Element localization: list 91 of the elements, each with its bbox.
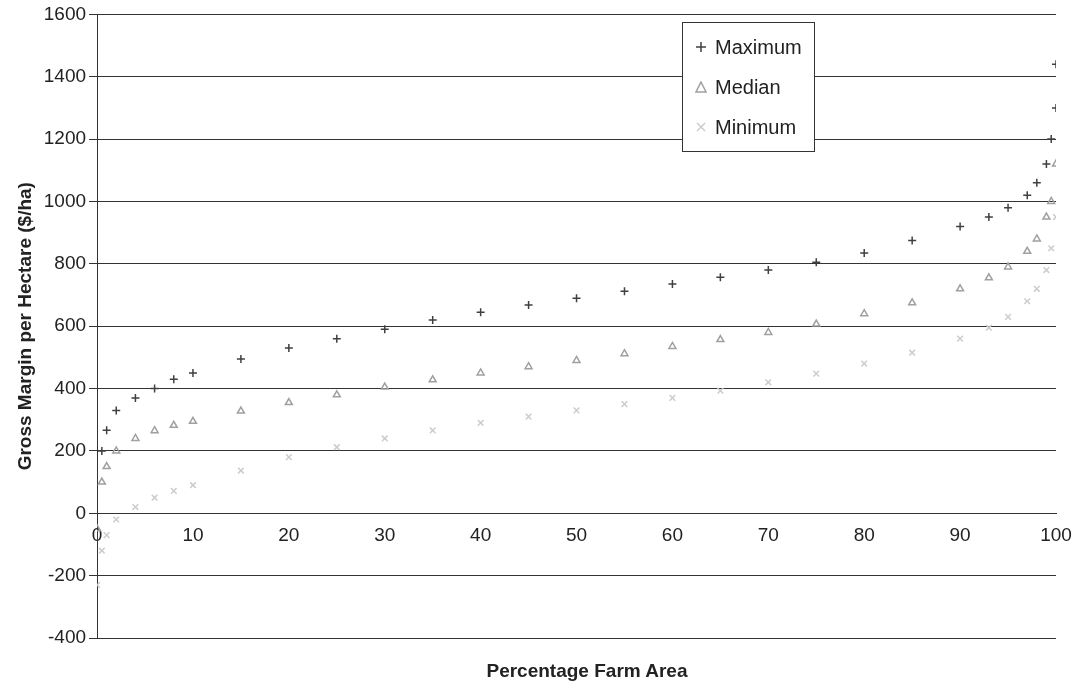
point	[237, 466, 245, 475]
x-tick-label: 20	[278, 523, 300, 545]
point	[620, 348, 629, 357]
point	[1042, 266, 1050, 274]
point	[984, 273, 994, 281]
x-tick-label: 50	[565, 523, 588, 545]
y-tick-label: 400	[54, 376, 87, 398]
y-tick-label: 200	[54, 439, 87, 461]
point	[764, 327, 773, 336]
point	[131, 503, 139, 511]
point	[475, 307, 486, 317]
x-tick-label: 40	[470, 523, 492, 545]
y-tick-label: -200	[48, 563, 87, 585]
point	[1041, 159, 1052, 169]
y-axis-title: Gross Margin per Hectare ($/ha)	[13, 182, 35, 471]
point	[380, 382, 389, 390]
point	[476, 368, 485, 376]
point	[524, 361, 533, 370]
point	[1003, 202, 1013, 213]
point	[1023, 297, 1031, 305]
point	[955, 221, 965, 232]
point	[1032, 234, 1042, 242]
point	[764, 378, 772, 386]
x-tick-label: 30	[374, 523, 396, 545]
point	[284, 343, 294, 353]
y-tick-label: -400	[48, 626, 87, 648]
y-tick-label: 0	[75, 501, 87, 523]
point	[860, 308, 869, 317]
point	[332, 390, 342, 398]
x-tick-label: 80	[853, 523, 875, 545]
point	[150, 425, 159, 434]
point	[427, 315, 438, 325]
point	[715, 272, 726, 282]
point	[1023, 246, 1032, 255]
x-tick-label: 60	[661, 523, 683, 545]
point	[333, 443, 341, 451]
point	[1032, 178, 1042, 188]
point	[763, 265, 774, 275]
point	[523, 300, 534, 310]
point	[170, 487, 178, 495]
point	[112, 446, 121, 454]
point	[97, 446, 107, 456]
point	[1046, 134, 1056, 144]
point	[1042, 212, 1051, 220]
point	[130, 393, 141, 403]
point	[1033, 285, 1041, 293]
point	[429, 426, 437, 434]
x-axis-title: Percentage Farm Area	[485, 660, 689, 682]
point	[102, 461, 111, 470]
point	[1047, 244, 1055, 252]
point	[1022, 190, 1032, 200]
point	[188, 416, 198, 425]
point	[169, 374, 179, 384]
point	[572, 355, 581, 364]
point	[955, 284, 965, 292]
point	[667, 279, 678, 289]
point	[428, 375, 437, 383]
point	[284, 397, 294, 406]
point	[111, 405, 121, 416]
point	[1003, 262, 1013, 270]
point	[907, 235, 917, 246]
point	[188, 368, 198, 378]
point	[984, 212, 994, 222]
x-tick-label: 10	[182, 523, 204, 545]
point	[131, 433, 140, 442]
legend-label: Maximum	[715, 35, 802, 59]
point	[236, 354, 246, 364]
y-tick-label: 1400	[43, 64, 87, 86]
point	[1046, 196, 1056, 205]
point	[907, 298, 917, 306]
point	[97, 477, 107, 485]
x-tick-label: 100	[1040, 523, 1072, 545]
legend-label: Median	[715, 75, 781, 99]
point	[169, 420, 178, 429]
point	[859, 248, 869, 258]
y-tick-label: 1200	[43, 127, 87, 149]
y-tick-label: 1600	[43, 2, 87, 24]
legend-label: Minimum	[715, 115, 797, 139]
point	[716, 334, 725, 343]
y-tick-label: 800	[54, 252, 87, 274]
x-tick-label: 90	[949, 523, 971, 545]
point	[668, 341, 677, 350]
point	[571, 293, 582, 303]
point	[525, 413, 533, 421]
x-tick-label: 70	[757, 523, 779, 545]
y-tick-label: 1000	[43, 189, 87, 211]
point	[332, 333, 342, 344]
y-tick-label: 600	[54, 314, 87, 336]
point	[285, 453, 293, 461]
point	[236, 406, 246, 414]
point	[812, 319, 821, 327]
